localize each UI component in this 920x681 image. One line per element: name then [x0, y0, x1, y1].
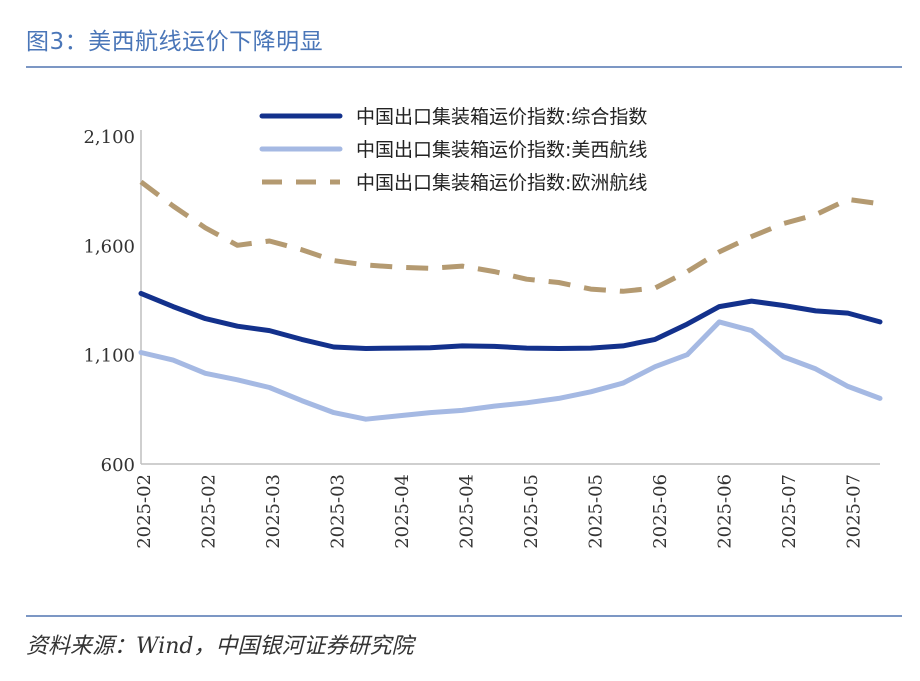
series-line-1	[138, 290, 883, 351]
x-tick-label: 2025-03	[263, 474, 284, 549]
y-tick-label: 1,600	[83, 236, 135, 257]
chart-legend: 中国出口集装箱运价指数:综合指数中国出口集装箱运价指数:美西航线中国出口集装箱运…	[259, 106, 647, 194]
x-tick-label: 2025-04	[392, 474, 413, 549]
x-tick-label: 2025-07	[779, 474, 800, 549]
x-tick-label: 2025-03	[328, 474, 349, 549]
x-tick-label: 2025-02	[199, 474, 220, 549]
x-tick-label: 2025-06	[650, 474, 671, 549]
legend-label: 中国出口集装箱运价指数:美西航线	[356, 139, 647, 161]
x-tick-label: 2025-05	[521, 474, 542, 549]
legend-label: 中国出口集装箱运价指数:欧洲航线	[356, 172, 647, 194]
series-line-3	[139, 179, 881, 294]
source-note: 资料来源：Wind，中国银河证券研究院	[26, 634, 414, 659]
x-tick-label: 2025-05	[586, 474, 607, 549]
series-line-2	[138, 319, 883, 422]
x-tick-label: 2025-04	[457, 474, 478, 549]
x-tick-label: 2025-07	[844, 474, 865, 549]
chart-axes: 600 1,100 1,600 2,100 2025-02 2025-02 2025-03 2…	[83, 127, 880, 549]
bottom-divider	[26, 615, 902, 617]
top-divider	[26, 66, 902, 68]
y-tick-label: 2,100	[83, 127, 135, 148]
x-tick-label: 2025-06	[715, 474, 736, 549]
y-tick-label: 600	[101, 455, 135, 476]
x-tick-label: 2025-02	[134, 474, 155, 549]
chart-series	[138, 179, 883, 422]
legend-label: 中国出口集装箱运价指数:综合指数	[356, 106, 647, 128]
chart-title: 图3：美西航线运价下降明显	[26, 29, 324, 55]
y-tick-label: 1,100	[83, 346, 135, 367]
